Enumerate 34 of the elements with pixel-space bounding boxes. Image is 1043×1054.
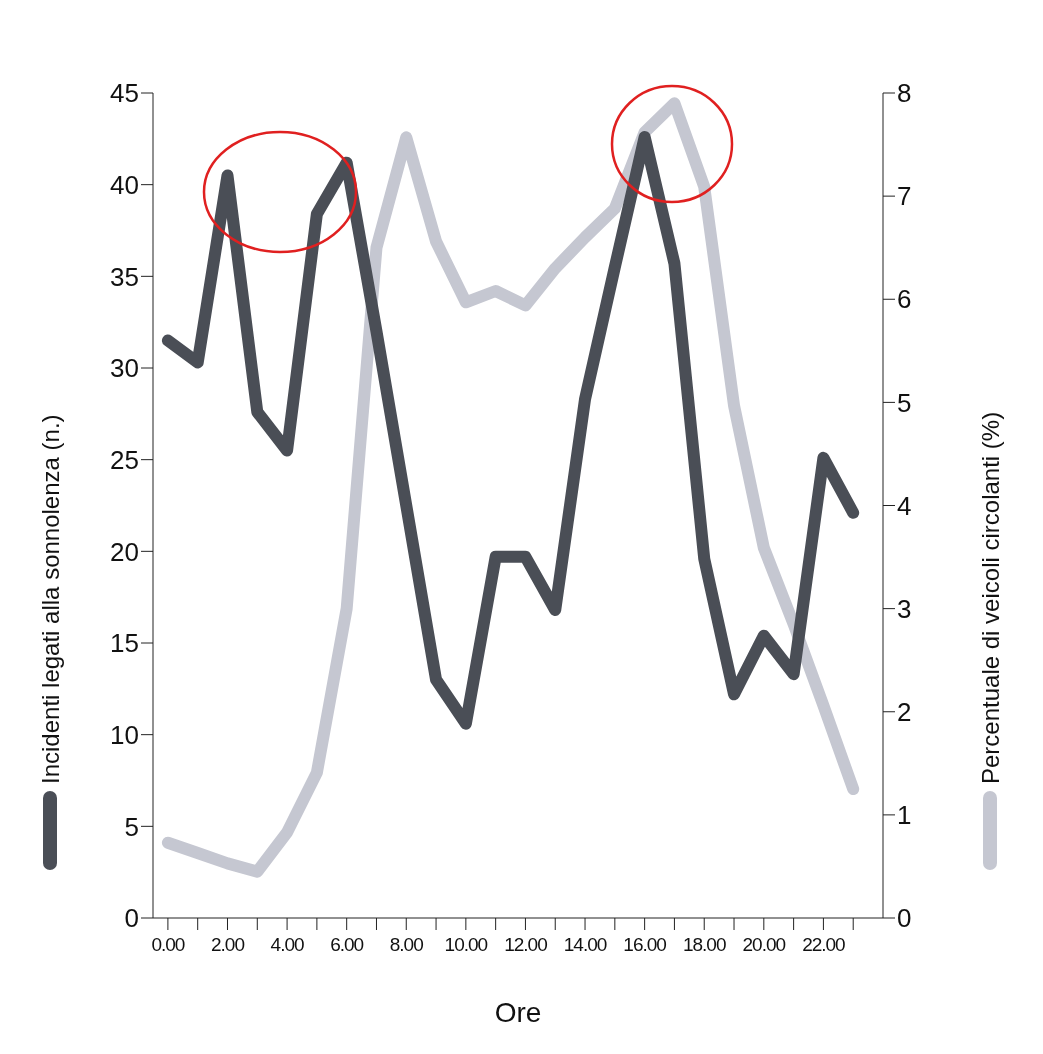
y2-tick-label: 6 (897, 284, 912, 315)
y-tick-label: 10 (110, 719, 139, 750)
y-tick-label: 45 (110, 78, 139, 109)
x-tick-label: 20.00 (742, 934, 786, 956)
y-tick-label: 0 (124, 903, 139, 934)
y-tick-label: 35 (110, 261, 139, 292)
x-tick-label: 10.00 (444, 934, 488, 956)
y-tick-label: 20 (110, 536, 139, 567)
y2-tick-label: 5 (897, 387, 912, 418)
y2-tick-label: 8 (897, 78, 912, 109)
y2-tick-label: 1 (897, 800, 912, 831)
x-tick-label: 14.00 (563, 934, 607, 956)
y-tick-label: 30 (110, 353, 139, 384)
x-tick-label: 4.00 (270, 934, 304, 956)
x-tick-label: 16.00 (623, 934, 667, 956)
x-tick-label: 8.00 (389, 934, 424, 956)
y-tick-label: 40 (110, 169, 139, 200)
y2-tick-label: 7 (897, 181, 912, 212)
x-axis-title: Ore (494, 997, 542, 1028)
y2-tick-label: 3 (897, 593, 912, 624)
y-axis-title: Incidenti legati alla sonnolenza (n.) (36, 414, 64, 784)
x-tick-label: 22.00 (802, 934, 846, 956)
y2-tick-label: 0 (897, 903, 912, 934)
y2-axis-title: Percentuale di veicoli circolanti (%) (976, 411, 1004, 784)
y-tick-label: 25 (110, 444, 139, 475)
y2-tick-label: 4 (897, 490, 912, 521)
y2-tick-label: 2 (897, 696, 912, 727)
x-tick-label: 0.00 (151, 934, 185, 956)
x-tick-label: 12.00 (504, 934, 548, 956)
y-tick-label: 5 (124, 811, 139, 842)
x-tick-label: 2.00 (211, 934, 245, 956)
y-tick-label: 15 (110, 628, 139, 659)
x-tick-label: 6.00 (330, 934, 364, 956)
x-tick-label: 18.00 (682, 934, 726, 956)
